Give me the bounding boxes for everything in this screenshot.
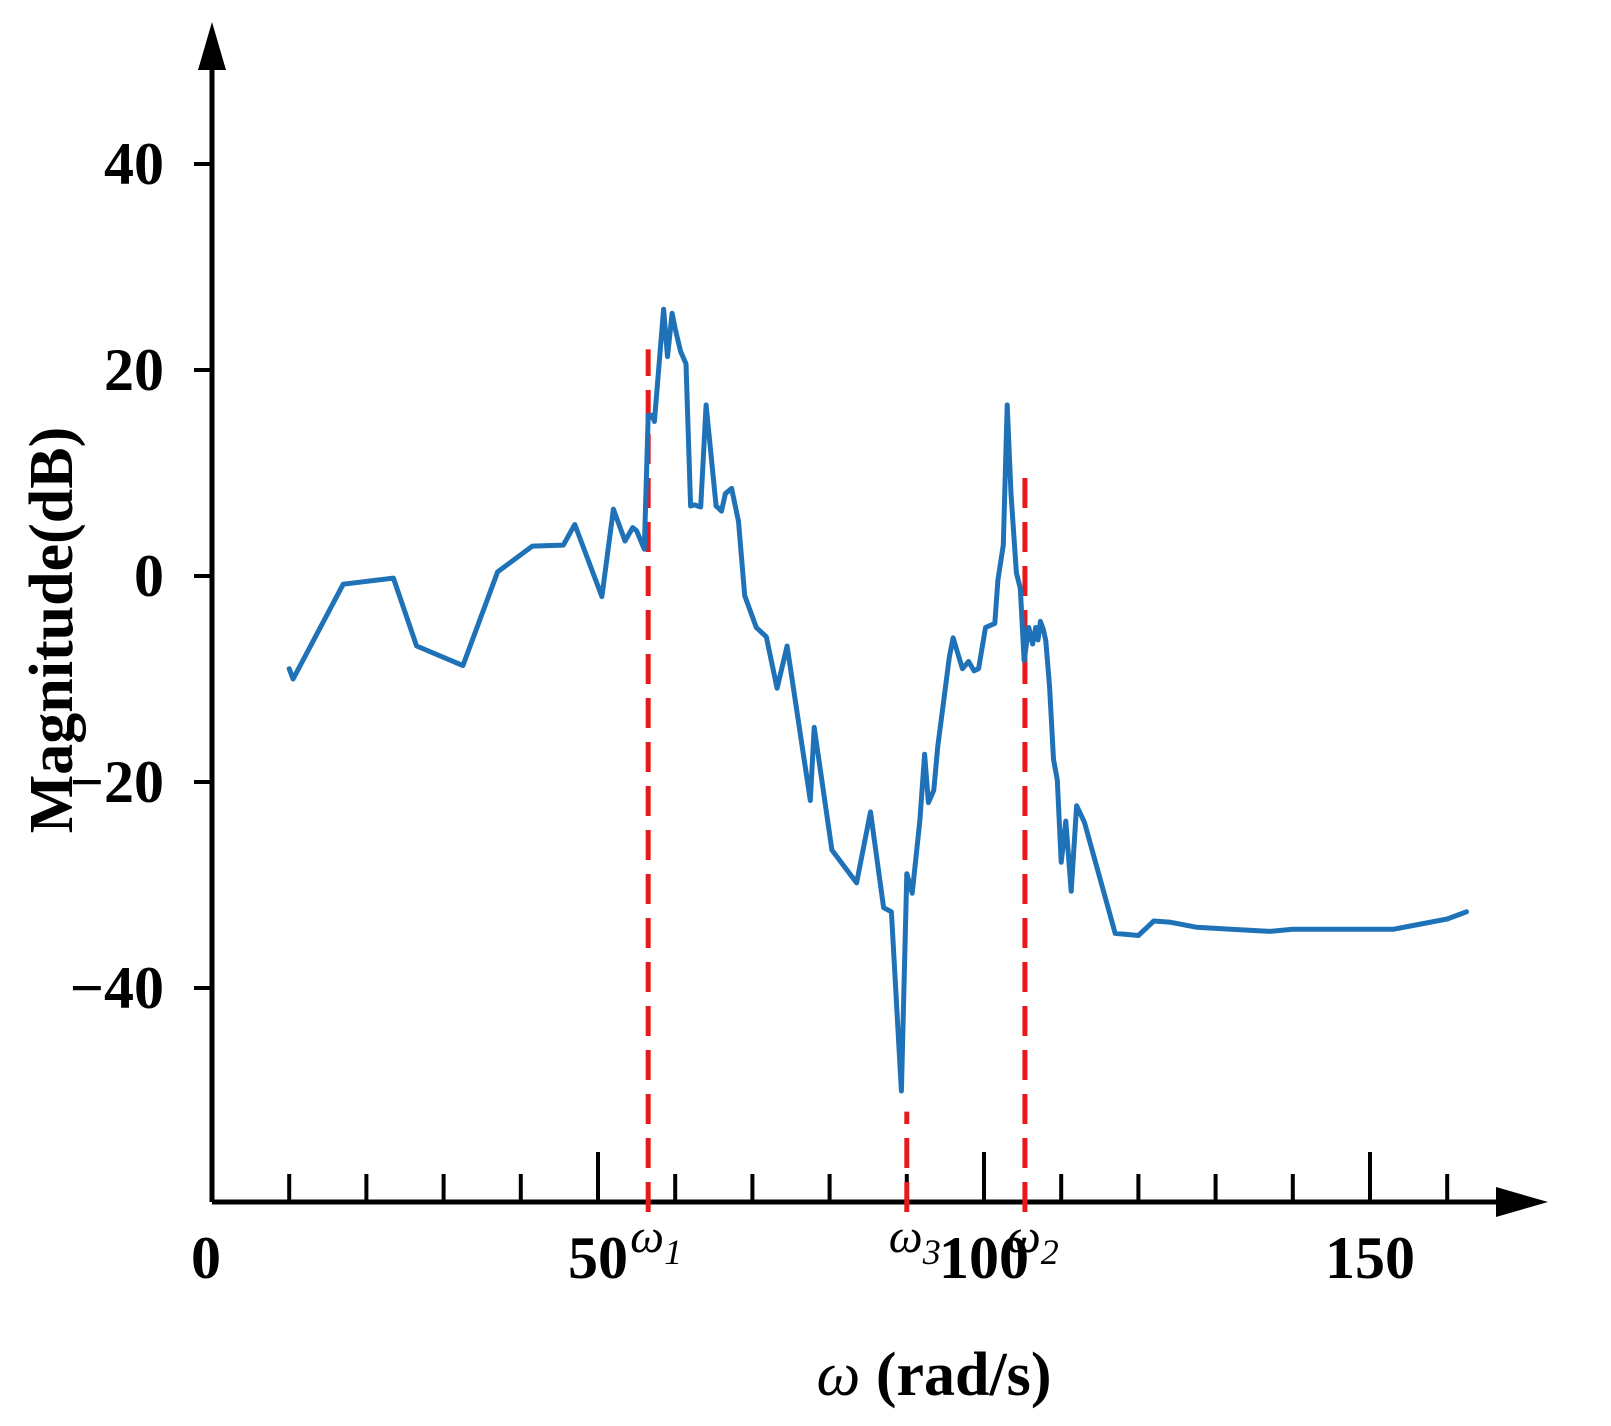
x-tick-label: 50 [568,1225,628,1291]
x-tick-label: 0 [191,1225,221,1291]
x-axis-title-unit: (rad/s) [860,1341,1051,1409]
magnitude-series-line [286,306,1469,1094]
x-axis-title: ω (rad/s) [817,1341,1052,1409]
marker-label: ω2 [1007,1210,1059,1272]
x-tick-label: 150 [1325,1225,1415,1291]
marker-label-subscript: 2 [1041,1232,1059,1272]
y-axis-title: Magnitude(dB) [18,427,86,833]
y-tick-label: −20 [70,749,164,815]
y-tick-label: 0 [134,543,164,609]
x-axis-arrow [1496,1187,1548,1217]
frequency-marker-labels: ω1 ω3 ω2 [630,1210,1059,1272]
tick-labels: −40 −20 0 20 40 0 50 100 150 [70,131,1415,1291]
marker-label: ω3 [889,1210,941,1272]
x-axis-title-symbol: ω [817,1341,861,1409]
marker-label-subscript: 3 [922,1232,941,1272]
y-tick-label: −40 [70,955,164,1021]
y-tick-label: 40 [104,131,164,197]
x-tick-label: 100 [939,1225,1029,1291]
axes [194,22,1548,1217]
marker-label: ω1 [630,1210,682,1272]
y-axis-arrow [198,22,226,70]
marker-label-subscript: 1 [664,1232,682,1272]
y-tick-label: 20 [104,337,164,403]
